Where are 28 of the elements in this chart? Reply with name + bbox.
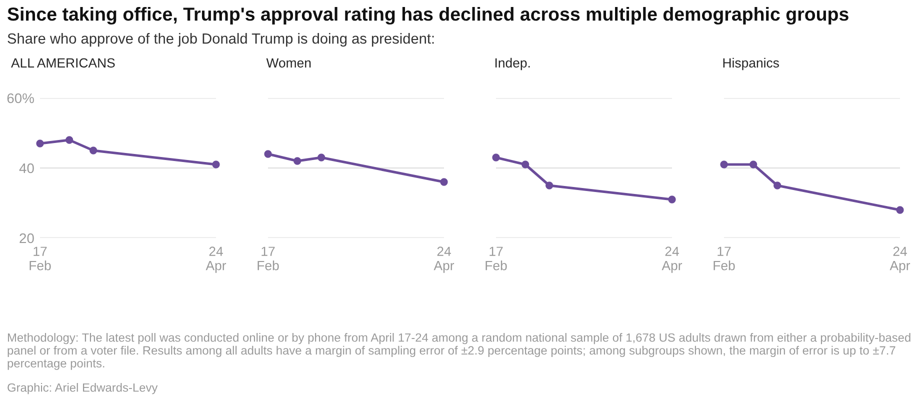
x-tick-label: 17 Feb [258,246,279,270]
y-tick-label: 60% [7,93,34,104]
chart-title: Hispanics [723,58,779,70]
text: Methodology: The latest poll was conducted online or by phone from April 17-24 among a random national sample of 1,678 US adults drawn from either a probability-based panel or from a voter file. Results among all adults have a margin of sampling error of ±2.9 percentage points; among subgroups shown, the margin of error is up to ±7.7 percentage points. [8,333,910,370]
point [212,160,220,168]
x-tick-label: 24 Apr [662,246,682,273]
point [668,196,676,204]
text: Since taking office, Trump's approval rating has declined across multiple demographic groups [8,7,848,25]
x-tick-label: 17 Feb [486,246,507,270]
point [66,136,74,144]
x-tick-label: 17 Feb [714,246,735,270]
point [522,160,530,168]
x-tick-label: 24 Apr [206,246,226,273]
point [440,178,448,186]
point [264,150,272,158]
x-tick-label: 24 Apr [434,246,454,273]
chart-title: ALL AMERICANS [11,58,115,68]
text: Share who approve of the job Donald Trump is doing as president: [8,33,434,47]
point [492,154,500,162]
point [294,157,302,165]
y-tick-label: 20 [20,233,34,244]
x-tick-label: 24 Apr [890,246,910,273]
point [36,140,44,148]
y-tick-label: 40 [19,163,34,174]
chart-title: Women [266,58,311,68]
chart-title: Indep. [495,58,530,70]
text: Graphic: Ariel Edwards-Levy [8,383,158,394]
x-tick-label: 17 Feb [30,246,51,270]
